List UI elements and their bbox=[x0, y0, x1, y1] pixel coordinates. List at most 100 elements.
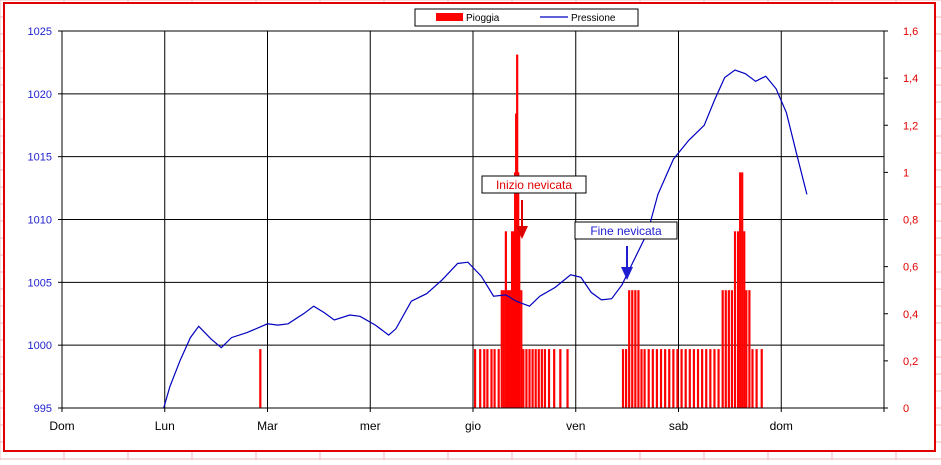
rain-bar bbox=[727, 290, 730, 408]
x-axis-tick-label: Lun bbox=[155, 419, 175, 433]
rain-bar bbox=[721, 290, 724, 408]
annotation-snow-end[interactable]: Fine nevicata bbox=[574, 221, 678, 280]
x-axis-tick-label: ven bbox=[566, 419, 585, 433]
pressure-line bbox=[163, 69, 808, 409]
rain-bar bbox=[621, 349, 625, 408]
x-axis-tick-label: gio bbox=[465, 419, 481, 433]
rain-bar bbox=[692, 349, 696, 408]
rain-bar bbox=[553, 349, 556, 408]
rain-bar bbox=[490, 349, 493, 408]
legend-rain-swatch bbox=[436, 13, 463, 21]
rain-bar bbox=[664, 349, 667, 408]
rain-bar bbox=[518, 231, 521, 408]
rain-bar bbox=[493, 349, 496, 408]
rain-bar bbox=[502, 290, 505, 408]
rain-bar bbox=[543, 349, 547, 408]
rain-bar bbox=[479, 349, 482, 408]
right-axis-tick-label: 0,2 bbox=[903, 356, 918, 368]
annotation-snow-start[interactable]: Inizio nevicata bbox=[481, 175, 587, 239]
rain-bar bbox=[651, 349, 654, 408]
rain-bar bbox=[640, 349, 643, 408]
right-axis-tick-label: 0,4 bbox=[903, 309, 918, 321]
right-axis-tick-label: 0,8 bbox=[903, 215, 918, 227]
rain-bar bbox=[724, 290, 727, 408]
left-axis-tick-label: 1015 bbox=[28, 152, 52, 164]
legend-rain-label: Pioggia bbox=[466, 13, 500, 24]
x-axis-tick-label: Mar bbox=[257, 419, 278, 433]
x-axis-tick-label: sab bbox=[669, 419, 689, 433]
rain-bar bbox=[634, 290, 637, 408]
x-axis-tick-label: mer bbox=[360, 419, 381, 433]
left-axis-tick-label: 1010 bbox=[28, 215, 52, 227]
pressure-series bbox=[163, 69, 808, 409]
left-axis-tick-label: 995 bbox=[34, 403, 52, 415]
rain-bar bbox=[522, 349, 525, 408]
rain-bar bbox=[745, 290, 748, 408]
rain-bar bbox=[537, 349, 540, 408]
rain-bar bbox=[751, 349, 754, 408]
rain-bar bbox=[547, 349, 551, 408]
rain-bar bbox=[624, 349, 628, 408]
right-axis-tick-label: 0 bbox=[903, 403, 909, 415]
chart-area[interactable] bbox=[3, 2, 936, 452]
rain-bar bbox=[743, 231, 746, 408]
rain-bar bbox=[528, 349, 531, 408]
rain-bar bbox=[705, 349, 708, 408]
rain-bar bbox=[497, 349, 500, 408]
right-axis-tick-label: 1,2 bbox=[903, 120, 918, 132]
rain-bar bbox=[508, 290, 512, 408]
rain-bar bbox=[259, 349, 262, 408]
annotation-snow-end-box bbox=[574, 221, 678, 240]
rain-bar bbox=[540, 349, 543, 408]
rain-bar bbox=[483, 349, 486, 408]
rain-bar bbox=[684, 349, 687, 408]
axes: 995 1000 1005 1010 1015 1020 1025 0 0,2 0,4 0,6 0,8… bbox=[28, 26, 919, 433]
rain-bar bbox=[531, 349, 534, 408]
rain-bar bbox=[713, 349, 716, 408]
rain-bar bbox=[628, 290, 631, 408]
annotation-snow-start-label: Inizio nevicata bbox=[496, 178, 572, 192]
rain-bar bbox=[701, 349, 704, 408]
rain-bar bbox=[659, 349, 663, 408]
rain-bar bbox=[741, 172, 744, 408]
right-axis-tick-label: 1,4 bbox=[903, 73, 918, 85]
rain-bar bbox=[748, 290, 751, 408]
rain-bar bbox=[709, 349, 712, 408]
rain-bar bbox=[506, 290, 510, 408]
rain-bar bbox=[637, 290, 640, 408]
rain-bar bbox=[559, 349, 562, 408]
rain-bar bbox=[730, 290, 734, 408]
annotation-snow-start-box bbox=[481, 175, 587, 194]
right-axis-tick-label: 0,6 bbox=[903, 262, 918, 274]
rain-bar bbox=[717, 349, 720, 408]
legend-box bbox=[414, 8, 639, 27]
rain-bar bbox=[739, 172, 742, 408]
rain-bar bbox=[647, 349, 650, 408]
legend-pressure-label: Pressione bbox=[571, 13, 616, 24]
rain-bar bbox=[504, 231, 507, 408]
annotation-snow-end-label: Fine nevicata bbox=[590, 224, 662, 238]
rain-bar bbox=[486, 349, 489, 408]
rain-bar bbox=[736, 231, 740, 408]
rain-bar bbox=[520, 290, 523, 408]
rain-bar bbox=[510, 231, 514, 408]
rain-bar bbox=[525, 349, 528, 408]
rain-bar bbox=[676, 349, 679, 408]
right-axis-tick-label: 1,6 bbox=[903, 26, 918, 38]
right-axis-tick-label: 1 bbox=[903, 167, 909, 179]
rain-series bbox=[259, 54, 763, 408]
left-axis-tick-label: 1020 bbox=[28, 89, 52, 101]
legend[interactable]: Pioggia Pressione bbox=[414, 8, 639, 27]
rain-bar bbox=[566, 349, 569, 408]
left-axis-tick-label: 1025 bbox=[28, 26, 52, 38]
rain-bar bbox=[696, 349, 700, 408]
rain-bar bbox=[680, 349, 683, 408]
x-axis-tick-label: dom bbox=[770, 419, 793, 433]
rain-bar bbox=[631, 290, 634, 408]
rain-bar bbox=[668, 349, 671, 408]
rain-bar bbox=[655, 349, 659, 408]
rain-bar bbox=[500, 290, 503, 408]
rain-bar bbox=[755, 349, 758, 408]
